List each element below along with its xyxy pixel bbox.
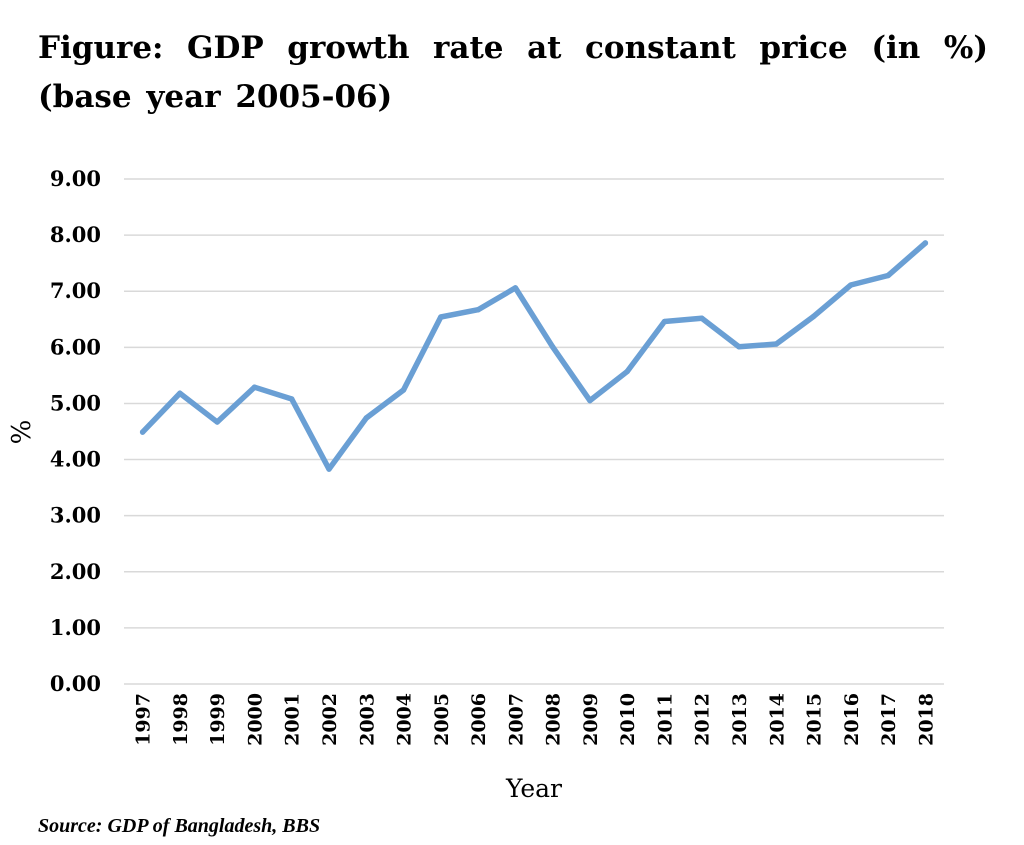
x-tick-label: 2002 xyxy=(319,693,341,746)
data-point xyxy=(885,272,891,279)
y-gridlines xyxy=(124,178,944,685)
data-point xyxy=(251,384,258,390)
data-point xyxy=(400,387,407,393)
x-axis-label: Year xyxy=(505,774,562,803)
data-point xyxy=(848,282,854,288)
x-tick-label: 2017 xyxy=(878,693,900,746)
x-tick-label: 2001 xyxy=(282,693,304,746)
x-tick-label: 2007 xyxy=(505,693,527,746)
series-line-0 xyxy=(139,240,929,472)
data-point xyxy=(661,318,668,325)
data-point xyxy=(922,240,929,246)
y-tick-label: 0.00 xyxy=(50,671,101,696)
data-point xyxy=(587,397,593,404)
y-tick-label: 8.00 xyxy=(50,222,101,247)
y-tick-label: 5.00 xyxy=(50,390,101,415)
y-tick-label: 2.00 xyxy=(50,559,101,584)
data-point xyxy=(177,390,183,397)
data-point xyxy=(549,344,556,350)
x-tick-label: 2005 xyxy=(431,693,453,746)
data-point xyxy=(512,285,519,291)
y-tick-label: 3.00 xyxy=(50,503,101,528)
x-tick-label: 2003 xyxy=(356,693,378,746)
data-point xyxy=(699,315,705,321)
x-tick-label: 1999 xyxy=(207,693,229,746)
data-point xyxy=(810,313,817,320)
data-point xyxy=(214,419,220,425)
data-point xyxy=(363,415,369,421)
x-tick-label: 1998 xyxy=(170,693,192,746)
data-point xyxy=(736,344,742,350)
data-series xyxy=(139,240,929,472)
data-point xyxy=(475,307,481,313)
x-tick-label: 2012 xyxy=(692,693,714,746)
x-tick-label: 1997 xyxy=(133,693,155,746)
source-note: Source: GDP of Bangladesh, BBS xyxy=(38,815,321,837)
data-point xyxy=(438,314,444,320)
data-point xyxy=(326,466,332,472)
x-tick-label: 2006 xyxy=(468,693,490,746)
y-tick-labels: 0.00 1.00 2.00 3.00 4.00 5.00 6.00 7.00 8.00 9.00 xyxy=(50,166,101,696)
x-tick-label: 2015 xyxy=(804,693,826,746)
figure-title: Figure: GDP growth rate at constant pric… xyxy=(38,30,988,115)
data-point xyxy=(624,368,630,375)
x-tick-label: 2018 xyxy=(915,693,937,746)
x-tick-label: 2000 xyxy=(244,693,266,746)
y-tick-label: 9.00 xyxy=(50,166,101,191)
data-point xyxy=(139,429,146,435)
y-tick-label: 4.00 xyxy=(50,447,101,472)
x-tick-label: 2008 xyxy=(543,693,565,746)
x-tick-labels: 1997 1998 1999 2000 2001 2002 2003 2004 2005 2006… xyxy=(133,693,938,746)
x-tick-label: 2014 xyxy=(766,693,788,746)
y-tick-label: 6.00 xyxy=(50,334,101,359)
x-tick-label: 2009 xyxy=(580,693,602,746)
x-tick-label: 2016 xyxy=(841,693,863,746)
x-tick-label: 2011 xyxy=(654,693,676,746)
y-axis-label: % xyxy=(7,420,37,445)
x-tick-label: 2010 xyxy=(617,693,639,746)
y-tick-label: 7.00 xyxy=(50,278,101,303)
data-point xyxy=(773,341,779,347)
x-tick-label: 2013 xyxy=(729,693,751,746)
data-point xyxy=(289,396,295,402)
y-tick-label: 1.00 xyxy=(50,615,101,640)
x-tick-label: 2004 xyxy=(394,693,416,746)
